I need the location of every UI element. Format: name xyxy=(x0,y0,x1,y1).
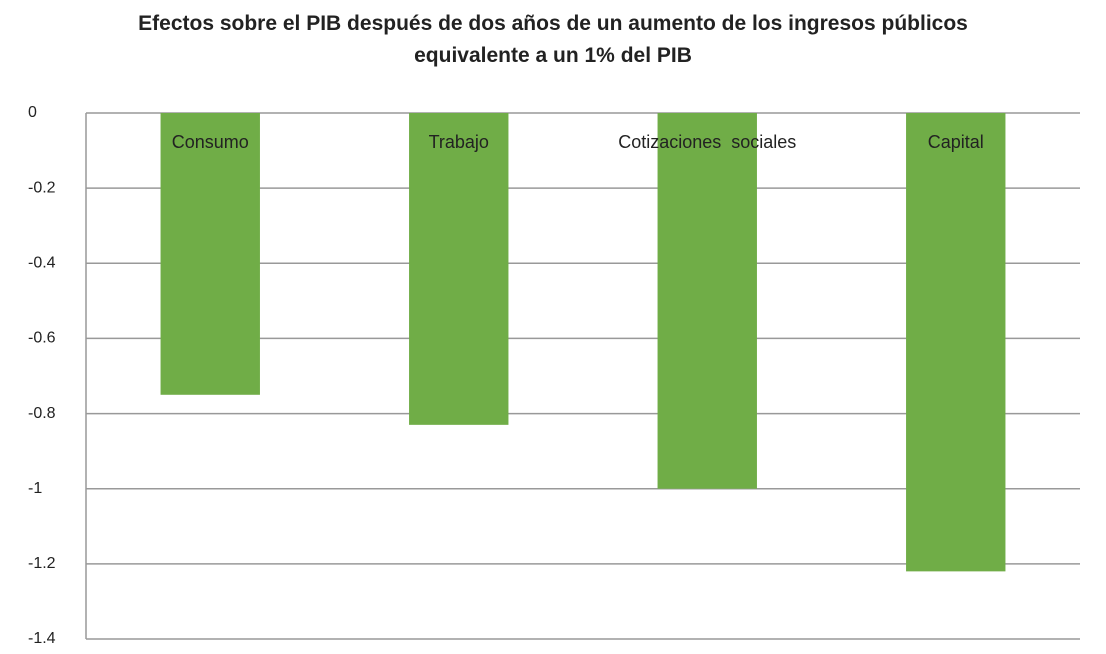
y-tick-label: -1.4 xyxy=(28,630,56,647)
y-tick-label: -1 xyxy=(28,480,42,497)
y-tick-label: -0.8 xyxy=(28,405,56,422)
chart-title: Efectos sobre el PIB después de dos años… xyxy=(138,12,968,67)
y-tick-label: -0.4 xyxy=(28,255,56,272)
category-label: Capital xyxy=(928,132,984,152)
category-label: Consumo xyxy=(172,132,249,152)
category-label: Trabajo xyxy=(429,132,489,152)
bar xyxy=(657,113,757,489)
bar xyxy=(906,113,1006,572)
y-tick-label: -0.2 xyxy=(28,179,56,196)
y-tick-label: -0.6 xyxy=(28,330,56,347)
y-tick-label: 0 xyxy=(28,104,37,121)
bar xyxy=(409,113,509,425)
category-label: Cotizaciones sociales xyxy=(618,132,796,152)
y-tick-label: -1.2 xyxy=(28,555,56,572)
bar xyxy=(160,113,260,395)
